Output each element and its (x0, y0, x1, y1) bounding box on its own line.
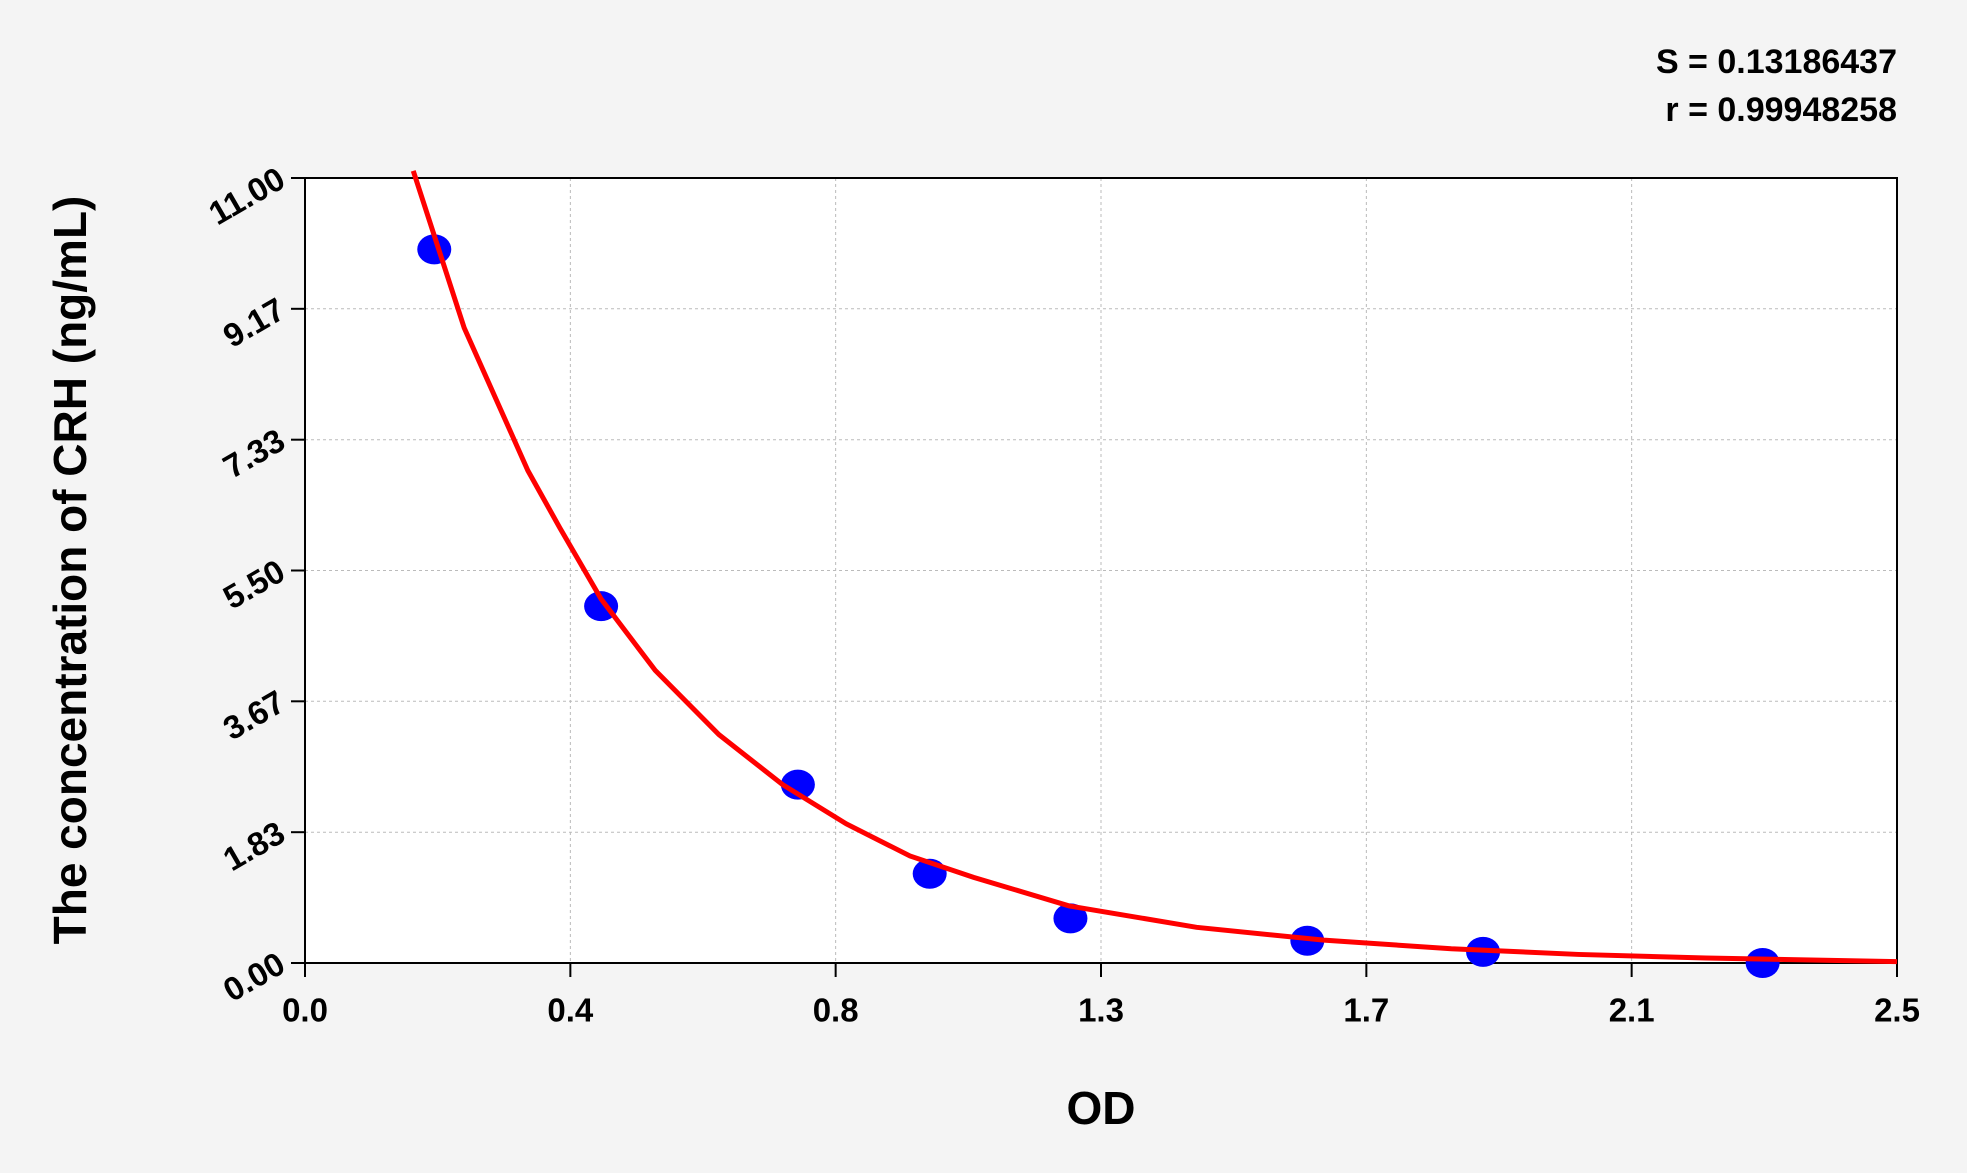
plot-frame (304, 177, 1898, 964)
x-tick-label: 2.5 (1874, 992, 1920, 1029)
annotation: S = 0.13186437 (1656, 43, 1897, 81)
data-point (1053, 903, 1088, 934)
data-point (780, 769, 815, 800)
x-tick-label: 0.8 (813, 992, 859, 1029)
x-tick-label: 0.0 (282, 992, 328, 1029)
fit-curve (410, 170, 1898, 965)
x-axis-label: OD (1067, 1082, 1136, 1134)
x-tick-label: 0.4 (547, 992, 594, 1029)
x-tick-label: 2.1 (1609, 992, 1655, 1029)
x-tick-label: 1.7 (1343, 992, 1389, 1029)
data-point (1745, 948, 1780, 978)
y-axis-label: The concentration of CRH (ng/mL) (44, 196, 96, 945)
annotation: r = 0.99948258 (1665, 91, 1897, 129)
x-tick-label: 1.3 (1078, 992, 1124, 1029)
